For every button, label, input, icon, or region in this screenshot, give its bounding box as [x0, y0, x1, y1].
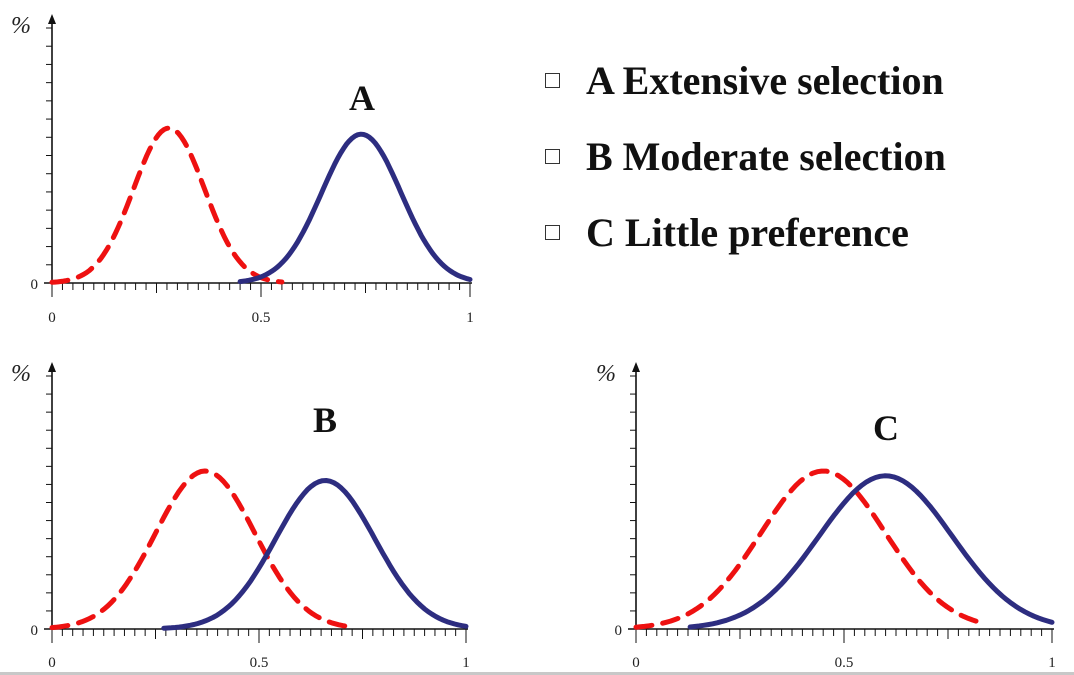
legend-label-c: C Little preference: [586, 209, 909, 255]
legend-item-a: A Extensive selection: [545, 42, 946, 118]
panel-b-x-tick-label: 1: [462, 655, 470, 671]
panel-c-y-arrow-icon: [632, 362, 640, 372]
panel-b-x-tick-label: 0.5: [250, 655, 269, 671]
panel-b-solid-curve: [161, 478, 469, 631]
panel-a-x-tick-label: 0.5: [252, 310, 271, 326]
panel-b-y-arrow-icon: [48, 362, 56, 372]
panel-c-title: C: [873, 408, 899, 448]
panel-b-y-zero-label: 0: [31, 623, 39, 639]
checkbox-icon: [545, 224, 560, 240]
legend-label-b: B Moderate selection: [586, 133, 946, 179]
checkbox-icon: [545, 148, 560, 164]
legend-item-b: B Moderate selection: [545, 118, 946, 194]
panel-b-dashed-curve: [49, 468, 353, 631]
panel-b-title: B: [313, 400, 337, 440]
panel-a-dashed-curve: [49, 125, 285, 285]
panel-a-solid-curve: [237, 131, 473, 285]
panel-c-solid-curve: [687, 473, 1055, 630]
legend-item-c: C Little preference: [545, 194, 946, 270]
panel-c-dashed-curve: [633, 468, 984, 630]
panel-c-x-tick-label: 0.5: [835, 655, 854, 671]
panel-c-x-tick-label: 0: [632, 655, 640, 671]
panel-a-x-tick-label: 0: [48, 310, 56, 326]
panel-a-y-label: %: [11, 13, 31, 39]
panel-c-y-zero-label: 0: [615, 623, 623, 639]
panel-a-title: A: [349, 78, 375, 118]
panel-b-y-label: %: [11, 361, 31, 387]
checkbox-icon: [545, 72, 560, 88]
panel-a-x-tick-label: 1: [466, 310, 474, 326]
panel-c-y-label: %: [596, 361, 616, 387]
panel-c-x-tick-label: 1: [1048, 655, 1056, 671]
panel-a-y-arrow-icon: [48, 14, 56, 24]
legend-label-a: A Extensive selection: [586, 57, 944, 103]
panel-a-y-zero-label: 0: [31, 277, 39, 293]
legend: A Extensive selection B Moderate selecti…: [545, 42, 946, 270]
panel-b-x-tick-label: 0: [48, 655, 56, 671]
bottom-divider: [0, 672, 1074, 675]
